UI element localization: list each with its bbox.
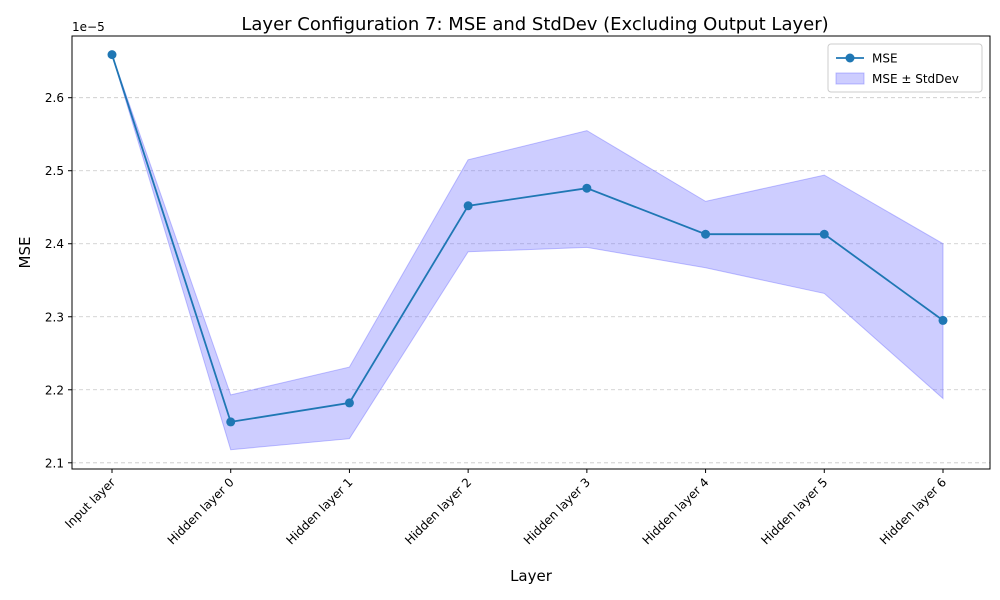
y-axis-label: MSE — [16, 237, 34, 269]
y-tick-label: 2.4 — [45, 237, 64, 251]
legend-mse-label: MSE — [872, 52, 898, 66]
mse-point — [701, 229, 711, 239]
y-tick-label: 2.2 — [45, 383, 64, 397]
x-tick-label: Hidden layer 6 — [877, 475, 949, 547]
mse-point — [226, 417, 236, 427]
y-ticks: 2.1 2.2 2.3 2.4 2.5 2.6 — [45, 91, 72, 470]
legend-box — [827, 43, 983, 93]
mse-point — [463, 201, 473, 211]
mse-point — [344, 398, 354, 408]
y-offset-label: 1e−5 — [72, 20, 105, 34]
y-tick-label: 2.3 — [45, 310, 64, 324]
legend-band-patch — [835, 72, 865, 85]
x-tick-label: Hidden layer 2 — [402, 475, 474, 547]
mse-line — [111, 54, 944, 423]
x-tick-label: Hidden layer 4 — [640, 475, 712, 547]
legend-mse-marker — [845, 53, 855, 63]
std-band — [111, 54, 944, 451]
legend-band-label: MSE ± StdDev — [872, 72, 959, 86]
y-tick-label: 2.1 — [45, 456, 64, 470]
chart-title: Layer Configuration 7: MSE and StdDev (E… — [241, 14, 828, 35]
mse-point — [107, 50, 117, 60]
x-tick-label: Hidden layer 5 — [758, 475, 830, 547]
legend: MSE MSE ± StdDev — [827, 43, 983, 93]
x-axis-label: Layer — [510, 567, 553, 585]
x-tick-label: Hidden layer 3 — [521, 475, 593, 547]
mse-point — [938, 315, 948, 325]
x-ticks: Input layer Hidden layer 0 Hidden layer 1 H… — [62, 469, 949, 547]
y-tick-label: 2.6 — [45, 91, 64, 105]
mse-point — [819, 229, 829, 239]
x-tick-label: Input layer — [62, 475, 118, 531]
y-tick-label: 2.5 — [45, 164, 64, 178]
axes-frame — [71, 35, 991, 470]
mse-markers — [107, 50, 948, 427]
x-tick-label: Hidden layer 1 — [283, 475, 355, 547]
x-tick-label: Hidden layer 0 — [165, 475, 237, 547]
mse-point — [582, 183, 592, 193]
